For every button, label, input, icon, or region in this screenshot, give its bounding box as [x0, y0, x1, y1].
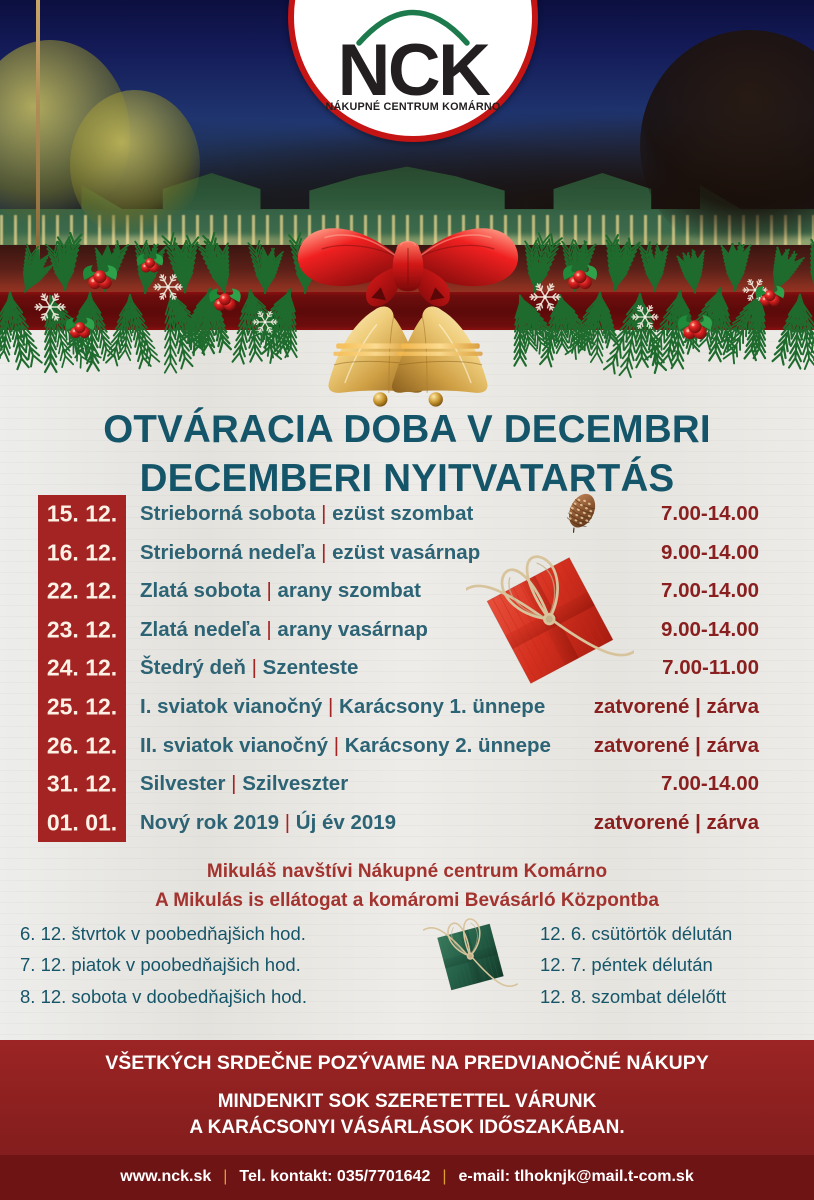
svg-text:NCK: NCK: [338, 30, 491, 111]
svg-text:NÁKUPNÉ CENTRUM KOMÁRNO: NÁKUPNÉ CENTRUM KOMÁRNO: [326, 100, 501, 113]
